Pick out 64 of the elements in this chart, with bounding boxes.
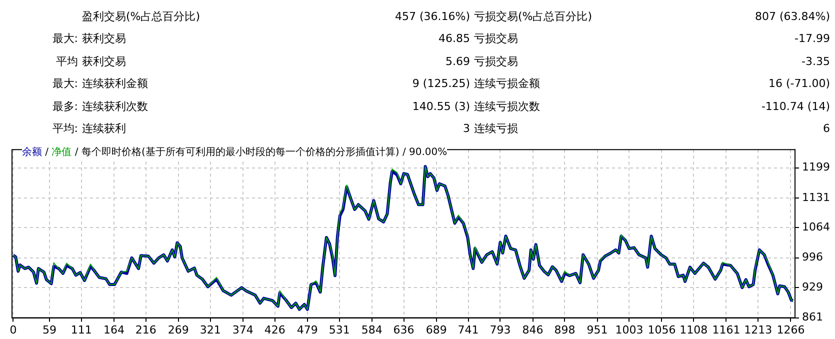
text: 16 (-71.00): [768, 76, 830, 92]
text: 807 (63.84%): [754, 9, 830, 25]
x-tick-label: 479: [296, 323, 318, 336]
y-tick-label: 929: [802, 280, 824, 294]
text: 获利交易: [82, 54, 126, 70]
x-tick-label: 111: [70, 323, 92, 336]
text: 3: [463, 121, 470, 137]
text: 连续获利次数: [82, 98, 148, 115]
text: 连续亏损金额: [474, 76, 540, 92]
text: 盈利交易(%占总百分比): [82, 9, 200, 25]
text: 5.69: [446, 54, 470, 70]
x-tick-label: 1213: [744, 323, 772, 336]
text: 46.85: [438, 31, 470, 48]
y-tick-label: 1064: [802, 220, 830, 234]
x-tick-label: 1056: [648, 323, 676, 336]
x-tick-label: 216: [135, 323, 156, 336]
text: 9 (125.25): [412, 76, 470, 92]
text: 457 (36.16%): [394, 9, 470, 25]
x-tick-label: 793: [490, 323, 511, 336]
y-tick-label: 861: [802, 310, 824, 324]
text: 最多:: [52, 98, 78, 115]
x-tick-label: 1266: [776, 323, 805, 336]
x-tick-label: 741: [458, 323, 479, 336]
x-tick-label: 1108: [680, 323, 708, 336]
y-tick-label: 1131: [802, 190, 830, 204]
text: 获利交易: [82, 31, 126, 48]
text: 连续亏损次数: [474, 98, 540, 115]
x-tick-label: 846: [522, 323, 544, 336]
x-tick-label: 636: [393, 323, 414, 336]
text: 亏损交易: [474, 54, 518, 70]
text: 140.55 (3): [412, 98, 470, 115]
text: -3.35: [802, 54, 830, 70]
text: 连续亏损: [474, 121, 518, 137]
y-tick-label: 1199: [802, 160, 830, 174]
x-tick-label: 531: [328, 323, 350, 336]
text: 最大:: [52, 31, 78, 48]
text: 净值: [52, 147, 72, 158]
x-tick-label: 689: [426, 323, 447, 336]
text: -17.99: [794, 31, 830, 48]
x-tick-label: 898: [554, 323, 576, 336]
text: 连续获利金额: [82, 76, 148, 92]
text: -110.74 (14): [761, 98, 830, 115]
text: 亏损交易: [474, 31, 518, 48]
x-tick-label: 374: [232, 323, 254, 336]
text: 6: [823, 121, 830, 137]
x-tick-label: 1161: [712, 323, 740, 336]
chart-title: / 每个即时价格(基于所有可利用的最小时段的每一个价格的分形插值计算) / 90.00%: [74, 147, 448, 158]
text: 亏损交易(%占总百分比): [474, 9, 592, 25]
x-tick-label: 584: [361, 323, 382, 336]
text: 连续获利: [82, 121, 126, 137]
text: 最大:: [52, 76, 78, 92]
x-tick-label: 269: [168, 323, 189, 336]
text: 平均:: [52, 121, 78, 137]
x-tick-label: 164: [103, 323, 124, 336]
x-tick-label: 951: [586, 323, 608, 336]
x-tick-label: 1003: [615, 323, 644, 336]
x-tick-label: 426: [264, 323, 286, 336]
text: 平均: [56, 54, 78, 70]
x-tick-label: 0: [10, 323, 17, 336]
x-tick-label: 59: [42, 323, 56, 336]
x-tick-label: 321: [200, 323, 221, 336]
y-tick-label: 996: [802, 250, 824, 264]
text: 余额: [22, 147, 42, 158]
annotation: /: [44, 147, 50, 158]
